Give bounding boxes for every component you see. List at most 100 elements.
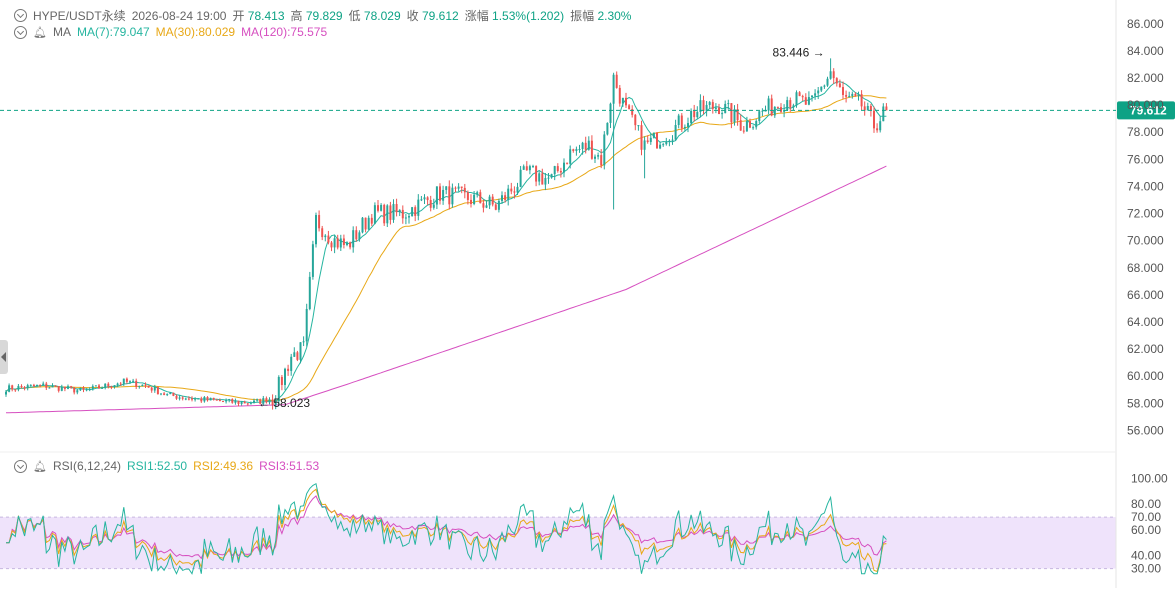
candle-body xyxy=(389,205,392,220)
candle-body xyxy=(194,398,197,400)
candle-body xyxy=(280,376,283,385)
candle-body xyxy=(814,93,817,96)
toggle-icon[interactable] xyxy=(14,25,27,39)
price-tick-label: 74.000 xyxy=(1127,179,1164,193)
candle-body xyxy=(572,149,575,151)
candle-body xyxy=(801,96,804,98)
candle-body xyxy=(659,144,662,149)
candle-body xyxy=(398,209,401,213)
candle-body xyxy=(404,217,407,219)
candle-body xyxy=(315,215,317,245)
low-annotation: ← 58.023 xyxy=(258,396,310,410)
candle-body xyxy=(553,166,556,175)
price-tick-label: 72.000 xyxy=(1127,207,1164,221)
candle-body xyxy=(181,397,184,399)
candle-body xyxy=(383,204,386,224)
price-tick-label: 68.000 xyxy=(1127,261,1164,275)
candle-body xyxy=(718,107,720,115)
rsi-tick-label: 100.00 xyxy=(1131,471,1168,485)
candle-body xyxy=(296,352,299,360)
candle-body xyxy=(773,106,776,116)
candle-body xyxy=(876,128,879,131)
candle-body xyxy=(377,205,379,211)
candle-body xyxy=(510,188,513,192)
candle-body xyxy=(206,397,209,401)
candle-body xyxy=(842,87,844,95)
rsi-band xyxy=(0,517,1116,569)
bell-icon[interactable]: 🔔︎ xyxy=(33,26,47,39)
candle-body xyxy=(212,397,215,400)
candle-body xyxy=(628,105,631,110)
collapse-handle[interactable] xyxy=(0,340,8,374)
ma7-line xyxy=(5,81,887,404)
candle-body xyxy=(460,186,463,188)
candle-body xyxy=(501,195,503,201)
candle-body xyxy=(739,120,742,131)
rsi1-value: RSI1:52.50 xyxy=(127,459,188,473)
candle-body xyxy=(122,378,125,384)
candle-body xyxy=(448,186,451,205)
candle-body xyxy=(222,401,224,403)
candle-body xyxy=(169,392,172,395)
toggle-icon[interactable] xyxy=(14,459,27,473)
rsi-tick-label: 70.00 xyxy=(1131,510,1161,524)
candle-body xyxy=(445,186,448,190)
candle-body xyxy=(770,98,773,116)
candle-body xyxy=(721,113,724,115)
candle-body xyxy=(91,386,94,390)
candle-body xyxy=(113,385,116,387)
candle-body xyxy=(352,230,355,248)
candle-body xyxy=(727,103,730,105)
candle-body xyxy=(191,398,193,400)
candle-body xyxy=(73,387,76,393)
open-label: 开 xyxy=(232,9,245,23)
candle-body xyxy=(305,308,308,342)
candle-body xyxy=(125,378,128,382)
candle-body xyxy=(184,398,187,400)
candle-body xyxy=(476,192,479,195)
candle-body xyxy=(708,102,711,105)
candle-body xyxy=(724,103,727,114)
candle-body xyxy=(783,110,786,112)
candle-body xyxy=(57,386,60,391)
low-label: 低 xyxy=(348,9,361,23)
candle-body xyxy=(711,102,714,109)
candle-body xyxy=(259,399,262,404)
price-tick-label: 76.000 xyxy=(1127,152,1164,166)
candle-body xyxy=(346,242,348,245)
candle-body xyxy=(578,149,581,151)
candle-body xyxy=(88,389,91,391)
candle-body xyxy=(749,121,751,128)
candle-body xyxy=(807,97,810,105)
candle-body xyxy=(429,200,432,208)
datetime-label: 2026-08-24 19:00 xyxy=(131,8,227,23)
open-value: 78.413 xyxy=(247,9,285,23)
candle-body xyxy=(854,93,857,96)
close-label: 收 xyxy=(406,9,419,23)
candle-body xyxy=(411,207,414,217)
candle-body xyxy=(758,111,761,122)
candle-body xyxy=(820,86,823,91)
candle-body xyxy=(767,98,770,111)
candle-body xyxy=(507,188,510,200)
candle-body xyxy=(228,398,231,401)
candle-body xyxy=(470,199,472,204)
high-annotation: 83.446 → xyxy=(773,45,825,59)
candle-body xyxy=(823,85,826,87)
amplitude-value: 2.30% xyxy=(597,9,632,23)
bell-icon[interactable]: 🔔︎ xyxy=(33,460,47,473)
candle-body xyxy=(349,242,352,248)
price-tick-label: 56.000 xyxy=(1127,423,1164,437)
candle-body xyxy=(609,103,612,123)
ohlc-header: HYPE/USDT永续 2026-08-24 19:00 开 78.413 高 … xyxy=(14,7,631,24)
candle-body xyxy=(82,387,85,390)
candle-body xyxy=(395,204,398,213)
price-tick-label: 58.000 xyxy=(1127,396,1164,410)
toggle-icon[interactable] xyxy=(14,9,27,22)
ma120-value: MA(120):75.575 xyxy=(241,25,328,39)
candle-body xyxy=(677,115,680,126)
candle-body xyxy=(473,194,476,204)
candle-body xyxy=(79,387,82,391)
